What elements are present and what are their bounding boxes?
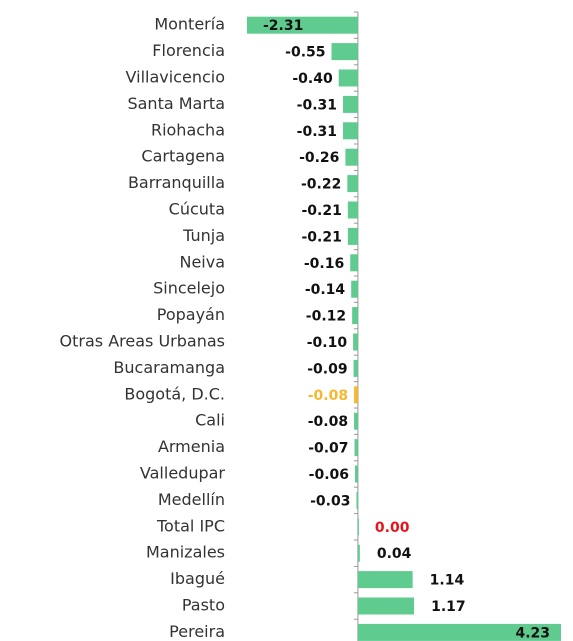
category-label: Florencia xyxy=(152,41,225,60)
bar xyxy=(354,439,358,457)
category-label: Ibagué xyxy=(170,569,225,588)
value-label: -0.07 xyxy=(308,441,348,457)
bar xyxy=(354,386,358,404)
value-label: -0.21 xyxy=(301,203,341,219)
category-label: Riohacha xyxy=(151,120,225,139)
category-label: Montería xyxy=(154,15,225,34)
category-label: Bogotá, D.C. xyxy=(124,384,225,403)
bar xyxy=(331,43,358,61)
value-label: 4.23 xyxy=(515,625,550,641)
value-label: -0.08 xyxy=(308,414,348,430)
bar xyxy=(338,69,358,87)
value-label: 1.14 xyxy=(430,573,465,589)
value-label: -0.03 xyxy=(310,493,350,509)
value-label: -0.22 xyxy=(301,177,341,193)
bar xyxy=(352,307,358,325)
category-label: Armenia xyxy=(158,437,225,456)
category-label: Tunja xyxy=(182,226,225,245)
category-label: Valledupar xyxy=(140,464,226,483)
category-label: Cali xyxy=(195,411,225,430)
value-label: -0.12 xyxy=(306,309,346,325)
bar xyxy=(357,544,360,562)
bar xyxy=(247,16,358,34)
category-label: Medellín xyxy=(158,490,225,509)
bar xyxy=(343,95,358,113)
value-label: 1.17 xyxy=(431,599,466,615)
value-label: -0.14 xyxy=(305,282,346,298)
value-label: -0.26 xyxy=(299,150,339,166)
bar xyxy=(347,201,358,219)
bar xyxy=(357,623,561,641)
value-label: -0.40 xyxy=(292,71,333,87)
category-label: Otras Areas Urbanas xyxy=(60,332,225,351)
bar xyxy=(357,571,413,589)
category-label: Pasto xyxy=(182,596,225,615)
bar xyxy=(347,175,358,193)
bar xyxy=(345,148,358,166)
category-label: Sincelejo xyxy=(153,279,225,298)
category-label: Total IPC xyxy=(156,516,225,535)
bar xyxy=(353,359,358,377)
value-label: -0.09 xyxy=(307,361,347,377)
bar xyxy=(355,465,358,483)
category-label: Manizales xyxy=(146,543,225,562)
value-label: -2.31 xyxy=(263,18,303,34)
bar xyxy=(357,597,415,615)
bar xyxy=(350,254,358,272)
category-label: Cartagena xyxy=(141,147,225,166)
category-label: Villavicencio xyxy=(126,68,225,87)
value-label: 0.00 xyxy=(375,520,410,536)
value-label: -0.31 xyxy=(297,124,337,140)
category-label: Barranquilla xyxy=(128,173,225,192)
value-label: -0.10 xyxy=(307,335,348,351)
value-label: 0.04 xyxy=(377,546,412,562)
bar xyxy=(343,122,358,140)
bar xyxy=(354,412,358,430)
value-label: -0.55 xyxy=(285,45,325,61)
value-label: -0.16 xyxy=(304,256,344,272)
value-label: -0.21 xyxy=(301,229,341,245)
bar xyxy=(353,333,358,351)
category-label: Cúcuta xyxy=(169,200,225,219)
value-label: -0.08 xyxy=(308,388,348,404)
category-label: Pereira xyxy=(169,622,225,641)
category-label: Neiva xyxy=(179,252,225,271)
bar xyxy=(356,491,358,509)
category-label: Bucaramanga xyxy=(113,358,225,377)
bar xyxy=(347,227,358,245)
value-label: -0.06 xyxy=(309,467,349,483)
bar xyxy=(351,280,358,298)
value-label: -0.31 xyxy=(297,97,337,113)
category-label: Santa Marta xyxy=(127,94,225,113)
category-label: Popayán xyxy=(157,305,225,324)
bar xyxy=(357,518,359,536)
